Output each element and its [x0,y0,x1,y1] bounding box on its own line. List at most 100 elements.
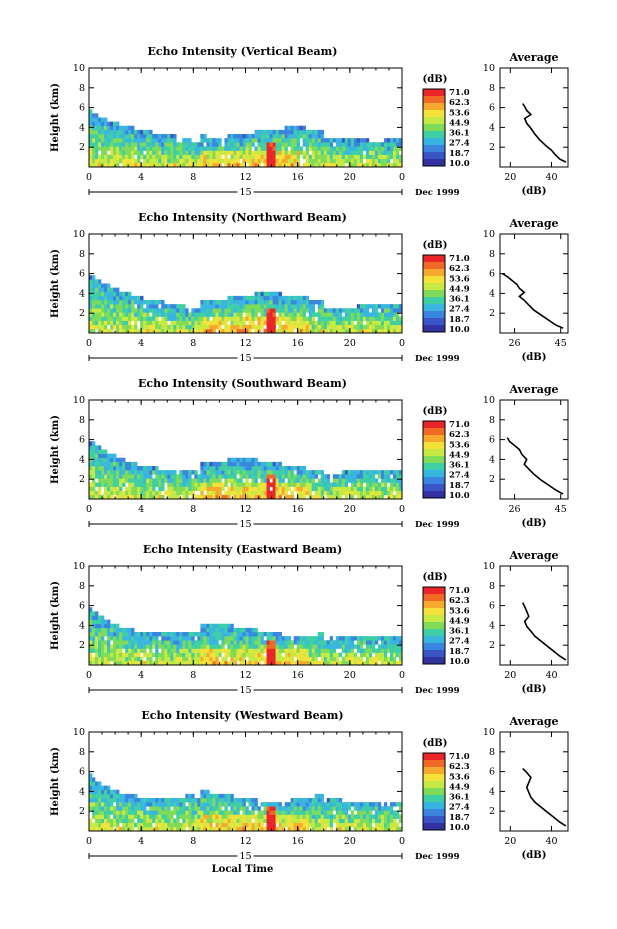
heatmap-cell [122,162,126,168]
heatmap-cell [122,627,126,633]
heatmap-cell [107,470,111,475]
heatmap-cell [164,810,168,815]
heatmap-cell [362,154,367,160]
chart-panel: Echo Intensity (Westward Beam)Height (km… [50,709,569,862]
heatmap-cell [146,316,150,321]
heatmap-cell [251,627,255,633]
heatmap-cell [266,328,270,334]
heatmap-cell [269,291,273,297]
heatmap-cell [287,158,291,164]
x-tick-label: 0 [399,172,405,183]
heatmap-cell [329,644,334,649]
heatmap-cell [116,623,120,629]
heatmap-cell [398,316,403,321]
heatmap-cell [182,304,186,309]
heatmap-cell [356,324,361,330]
heatmap-cell [131,150,135,155]
heatmap-cell [176,814,180,819]
heatmap-cell [362,478,367,483]
heatmap-cell [203,466,207,471]
profile-title: Average [508,217,558,230]
heatmap-cell [380,308,385,313]
heatmap-cell [125,814,129,819]
heatmap-cell [98,652,102,658]
heatmap-cell [227,644,231,649]
heatmap-cell [251,154,255,160]
heatmap-cell [167,486,171,492]
heatmap-cell [350,162,355,168]
heatmap-cell [323,660,328,666]
heatmap-cell [254,478,258,483]
heatmap-cell [308,154,313,160]
heatmap-cell [272,814,276,819]
heatmap-cell [155,150,159,155]
heatmap-cell [113,810,117,815]
heatmap-cell [134,640,138,645]
heatmap-cell [245,814,249,819]
heatmap-cell [260,644,264,649]
heatmap-cell [137,154,141,160]
heatmap-cell [314,814,319,819]
heatmap-cell [251,461,255,467]
heatmap-cell [164,644,168,649]
heatmap-cell [299,470,303,475]
heatmap-cells [89,441,403,500]
heatmap-cell [320,644,325,649]
heatmap-cell [272,316,276,321]
heatmap-cell [137,138,141,143]
heatmap-cell [272,138,276,143]
heatmap-cell [263,300,267,305]
heatmap-cell [203,818,207,824]
heatmap-cell [395,474,400,479]
heatmap-cell [347,648,352,653]
y-tick-label: 2 [79,806,85,817]
heatmap-cell [164,312,168,317]
heatmap-cell [95,644,99,649]
y-tick-label: 10 [73,395,85,406]
heatmap-cell [296,656,300,662]
heatmap-cell [197,482,201,487]
heatmap-cell [218,644,222,649]
heatmap-cell [227,660,231,666]
heatmap-cell [122,660,126,666]
heatmap-cell [107,158,111,164]
profile-y-tick-label: 6 [489,767,495,778]
heatmap-cell [293,636,297,641]
heatmap-cell [203,138,207,143]
x-tick-label: 0 [86,836,92,847]
heatmap-cell [149,798,153,803]
heatmap-cell [365,158,370,164]
heatmap-cell [281,490,285,496]
colorbar-swatch [423,587,445,595]
heatmap-cell [104,150,108,155]
heatmap-cell [176,644,180,649]
heatmap-cell [116,461,120,467]
heatmap-cell [182,810,186,815]
heatmap-cell [191,814,195,819]
heatmap-cell [305,474,309,479]
colorbar-swatch [423,428,445,436]
heatmap-cell [344,308,349,313]
heatmap-cell [227,470,231,475]
heatmap-cell [386,316,391,321]
heatmap-cell [137,308,141,313]
heatmap-cell [254,806,258,811]
heatmap-cell [104,474,108,479]
heatmap-cell [398,146,403,151]
heatmap-cell [317,308,322,313]
heatmap-cell [224,802,228,807]
heatmap-cell [278,129,282,135]
heatmap-cell [113,287,117,293]
heatmap-cell [350,474,355,479]
heatmap-cell [398,324,403,330]
heatmap-cell [89,113,93,118]
heatmap-cell [287,328,291,334]
heatmap-cell [245,822,249,828]
x-tick-label: 0 [86,172,92,183]
heatmap-cell [182,150,186,155]
heatmap-cell [119,470,123,475]
heatmap-cell [206,324,210,330]
heatmap-cell [209,814,213,819]
heatmap-cell [110,129,114,135]
profile-y-tick-label: 6 [489,269,495,280]
